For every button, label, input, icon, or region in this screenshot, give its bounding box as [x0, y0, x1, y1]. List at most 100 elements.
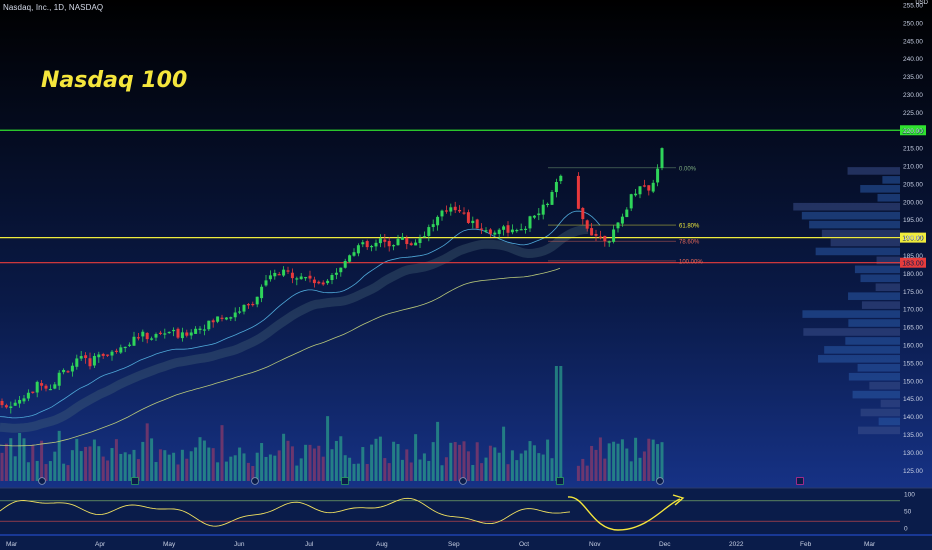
price-tick-label: 235.00: [903, 74, 923, 81]
candle-body: [75, 358, 79, 367]
candle-body: [616, 222, 620, 229]
oscillator-tick-label: 50: [904, 509, 912, 516]
volume-bar: [44, 464, 48, 481]
candle-body: [374, 242, 378, 247]
candle-body: [537, 213, 541, 216]
volume-bar: [286, 440, 290, 481]
volume-bar: [202, 440, 206, 481]
volume-profile-bar: [861, 301, 900, 309]
volume-bar: [607, 443, 611, 481]
time-tick-label: Sep: [448, 541, 460, 548]
volume-profile-bar: [821, 229, 900, 238]
volume-bar: [207, 447, 211, 481]
candle-body: [506, 225, 510, 233]
volume-bar: [616, 443, 620, 481]
volume-bar: [220, 425, 224, 481]
event-markers: [38, 477, 804, 485]
candle-body: [436, 216, 440, 226]
volume-bar: [18, 432, 22, 481]
fib-level-label: 61.80%: [679, 224, 700, 230]
candle-body: [260, 286, 264, 299]
time-axis-background: [0, 536, 932, 550]
price-tick-label: 145.00: [903, 396, 923, 403]
candle-body: [268, 275, 272, 280]
candle-body: [70, 365, 74, 372]
candle-body: [502, 226, 506, 230]
volume-profile-bar: [847, 167, 900, 175]
candle-body: [348, 255, 352, 262]
candle-body: [242, 304, 246, 312]
candle-body: [312, 279, 316, 284]
price-tick-label: 195.00: [903, 217, 923, 224]
volume-bar: [453, 442, 457, 481]
candle-body: [559, 175, 563, 182]
ichimoku-cloud: [0, 225, 589, 433]
volume-bar: [449, 442, 453, 481]
candle-body: [202, 329, 206, 331]
volume-bar: [374, 438, 378, 481]
volume-bar: [66, 465, 70, 481]
candle-body: [334, 272, 338, 275]
candle-body: [66, 371, 70, 373]
volume-bar: [612, 441, 616, 481]
volume-bar: [326, 416, 330, 481]
candle-body: [53, 384, 57, 389]
volume-bar: [216, 462, 220, 481]
candle-body: [158, 332, 162, 334]
candle-body: [396, 238, 400, 246]
volume-bar: [392, 441, 396, 481]
candle-body: [163, 333, 167, 335]
candle-body: [180, 332, 184, 339]
candle-body: [339, 267, 343, 273]
volume-bar: [233, 455, 237, 481]
volume-profile-bar: [852, 390, 900, 399]
fib-level-label: 0.00%: [679, 166, 697, 172]
price-tick-label: 180.00: [903, 271, 923, 278]
candle-body: [31, 391, 35, 393]
volume-bar: [119, 453, 123, 481]
candle-body: [0, 400, 4, 406]
volume-bar: [651, 439, 655, 481]
volume-bar: [295, 465, 299, 481]
candle-body: [550, 191, 554, 205]
volume-bar: [84, 446, 88, 481]
candle-body: [286, 270, 290, 272]
forecast-arrow: [567, 496, 681, 531]
candle-body: [220, 317, 224, 319]
candle-body: [497, 229, 501, 234]
candle-body: [295, 278, 299, 280]
candle-body: [458, 209, 462, 212]
candle-body: [603, 235, 607, 242]
volume-bar: [431, 442, 435, 481]
price-axis[interactable]: 255.00 250.00 245.00 240.00 235.00 230.00 225.…: [903, 3, 923, 475]
volume-bar: [290, 446, 294, 481]
candle-body: [453, 206, 457, 211]
volume-bar: [229, 456, 233, 481]
candle-body: [326, 280, 330, 284]
volume-profile-bar: [815, 247, 900, 256]
volume-bar: [414, 434, 418, 481]
volume-profile-bar: [848, 372, 900, 381]
candle-body: [264, 280, 268, 286]
volume-profile: [793, 167, 900, 435]
volume-bar: [110, 448, 114, 481]
price-tick-label: 155.00: [903, 360, 923, 367]
candle-body: [4, 405, 8, 408]
time-tick-label: Jul: [305, 541, 314, 548]
candle-body: [145, 332, 149, 340]
candle-body: [493, 232, 497, 235]
candle-body: [546, 203, 550, 206]
time-axis[interactable]: Mar Apr May Jun Jul Aug Sep Oct Nov Dec 2022 Feb Mar: [0, 536, 932, 550]
volume-bar: [400, 459, 404, 481]
candle-body: [466, 212, 470, 223]
volume-bar: [277, 450, 281, 481]
candle-body: [224, 317, 228, 320]
candle-body: [642, 185, 646, 187]
candle-body: [532, 215, 536, 218]
candle-body: [651, 182, 655, 192]
candle-body: [317, 281, 321, 284]
time-tick-label: Aug: [376, 541, 388, 548]
candle-body: [475, 219, 479, 229]
volume-bar: [581, 458, 585, 481]
volume-bar: [541, 454, 545, 481]
